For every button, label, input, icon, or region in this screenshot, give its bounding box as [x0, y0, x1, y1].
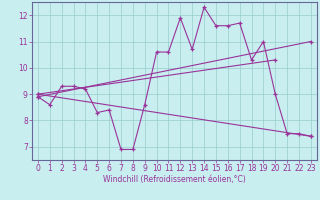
X-axis label: Windchill (Refroidissement éolien,°C): Windchill (Refroidissement éolien,°C) — [103, 175, 246, 184]
